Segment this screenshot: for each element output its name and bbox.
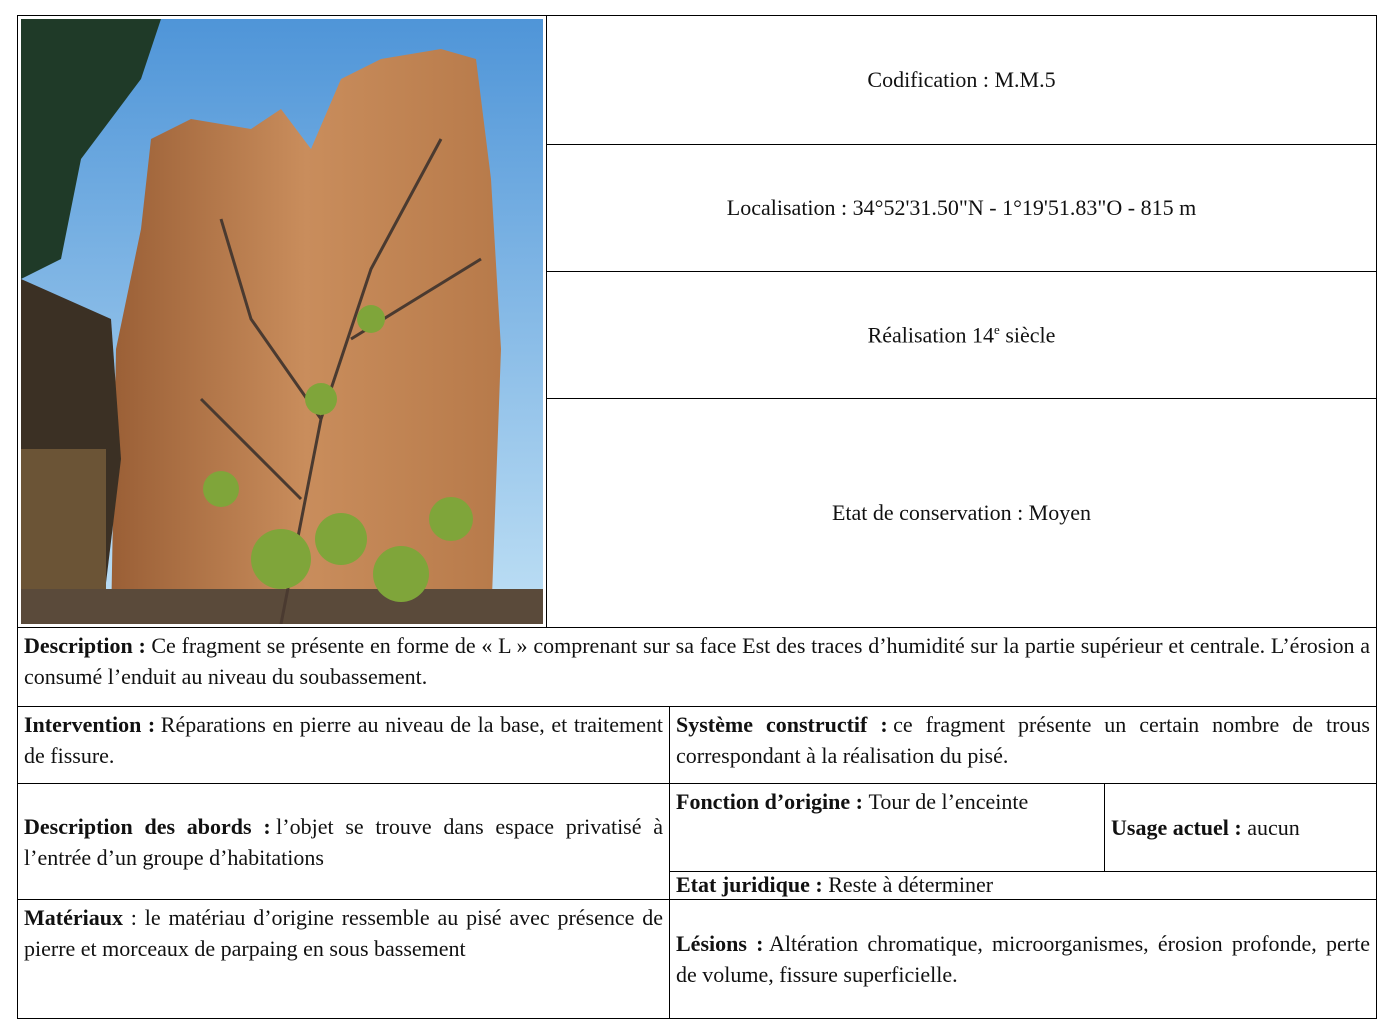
realisation: Réalisation 14e siècle xyxy=(868,322,1056,348)
intervention-cell: Intervention : Réparations en pierre au n… xyxy=(17,706,670,784)
usage-cell: Usage actuel : aucun xyxy=(1104,783,1377,872)
text: aucun xyxy=(1247,815,1300,840)
codification-cell: Codification : M.M.5 xyxy=(546,15,1377,145)
realisation-cell: Réalisation 14e siècle xyxy=(546,271,1377,399)
etat-cell: Etat de conservation : Moyen xyxy=(546,398,1377,628)
label: Matériaux xyxy=(24,905,123,930)
description-cell: Description : Ce fragment se présente en … xyxy=(17,627,1377,707)
etat-conservation: Etat de conservation : Moyen xyxy=(831,500,1092,525)
label: Système constructif : xyxy=(676,712,888,737)
text: Ce fragment se présente en forme de « L … xyxy=(24,633,1370,689)
label: Intervention : xyxy=(24,712,156,737)
label: Etat juridique : xyxy=(676,872,823,897)
photo xyxy=(21,19,543,625)
localisation-cell: Localisation : 34°52'31.50"N - 1°19'51.8… xyxy=(546,144,1377,272)
label: Description des abords : xyxy=(24,813,271,839)
systeme-cell: Système constructif : ce fragment présent… xyxy=(669,706,1377,784)
text: Altération chromatique, microorganismes,… xyxy=(676,931,1370,987)
abords-cell: Description des abords : l’objet se trouv… xyxy=(17,783,670,900)
fonction-cell: Fonction d’origine : Tour de l’enceinte xyxy=(669,783,1105,872)
materiaux-cell: Matériaux : le matériau d’origine ressem… xyxy=(17,899,670,1019)
realisation-suffix: siècle xyxy=(1005,322,1056,348)
text: Réparations en pierre au niveau de la ba… xyxy=(24,712,664,768)
text: Reste à déterminer xyxy=(828,872,994,897)
realisation-superscript: e xyxy=(994,321,1000,337)
label: Description : xyxy=(24,633,146,658)
realisation-text: Réalisation 14 xyxy=(867,322,995,348)
text: l’objet se trouve dans espace privatisé … xyxy=(24,813,664,870)
photo-cell xyxy=(17,15,547,628)
label: Fonction d’origine : xyxy=(676,789,863,814)
text: ce fragment présente un certain nombre d… xyxy=(676,712,1370,768)
codification: Codification : M.M.5 xyxy=(867,67,1056,92)
text: : le matériau d’origine ressemble au pis… xyxy=(24,905,663,961)
lesions-cell: Lésions : Altération chromatique, microor… xyxy=(669,899,1377,1019)
label: Lésions : xyxy=(676,931,764,956)
juridique-cell: Etat juridique : Reste à déterminer xyxy=(669,871,1377,900)
text: Tour de l’enceinte xyxy=(868,789,1029,814)
localisation: Localisation : 34°52'31.50"N - 1°19'51.8… xyxy=(726,195,1197,220)
label: Usage actuel : xyxy=(1111,815,1242,840)
